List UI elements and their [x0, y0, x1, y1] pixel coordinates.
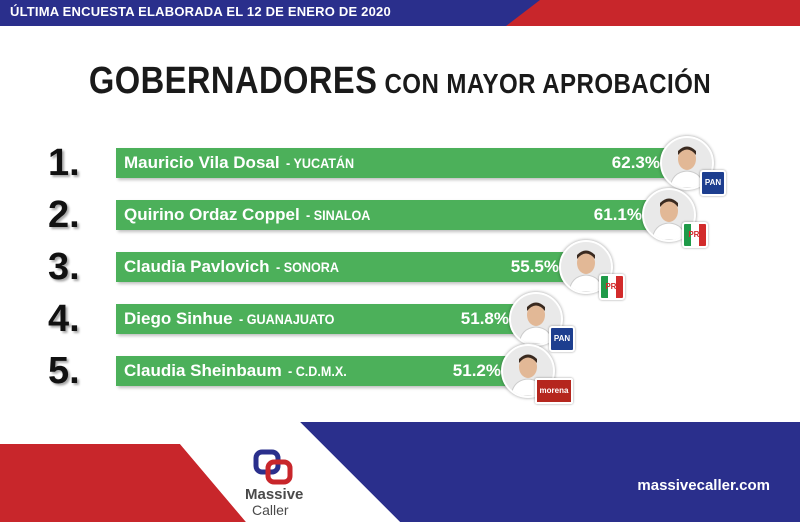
- brand-word-massive: Massive: [245, 486, 304, 503]
- rank-number: 2.: [48, 194, 80, 236]
- approval-bar: Quirino Ordaz Coppel - SINALOA 61.1%: [116, 200, 652, 230]
- governor-name: Mauricio Vila Dosal: [124, 153, 280, 172]
- approval-bar: Diego Sinhue - GUANAJUATO 51.8%: [116, 304, 519, 334]
- title-part-1: GOBERNADORES: [88, 60, 378, 102]
- state-label: - C.D.M.X.: [288, 363, 347, 379]
- survey-date-banner: ÚLTIMA ENCUESTA ELABORADA EL 12 DE ENERO…: [10, 4, 391, 19]
- state-label: - SONORA: [276, 259, 339, 275]
- governor-name: Diego Sinhue: [124, 309, 233, 328]
- approval-value-label: 51.8%: [460, 309, 509, 328]
- governor-name: Claudia Sheinbaum: [124, 361, 282, 380]
- approval-value-label: 55.5%: [510, 257, 559, 276]
- top-banner-navy: [0, 0, 540, 26]
- title-part-2: CON MAYOR APROBACIÓN: [377, 68, 712, 99]
- morena-logo-icon: morena: [535, 378, 573, 404]
- approval-value-label: 61.1%: [593, 205, 642, 224]
- massive-caller-logo-icon: [253, 449, 293, 485]
- approval-value-label: 51.2%: [452, 361, 501, 380]
- approval-bar: Claudia Pavlovich - SONORA 55.5%: [116, 252, 569, 282]
- governor-name: Quirino Ordaz Coppel: [124, 205, 300, 224]
- pri-logo-icon: PRI: [599, 274, 625, 300]
- website-link[interactable]: massivecaller.com: [637, 477, 770, 494]
- page-title: GOBERNADORES CON MAYOR APROBACIÓN: [56, 60, 744, 103]
- pan-logo-icon: PAN: [549, 326, 575, 352]
- rank-number: 1.: [48, 142, 80, 184]
- state-label: - YUCATÁN: [286, 155, 355, 171]
- rank-number: 4.: [48, 298, 80, 340]
- rank-number: 5.: [48, 350, 80, 392]
- rank-number: 3.: [48, 246, 80, 288]
- approval-value-label: 62.3%: [611, 153, 660, 172]
- party-label: PRI: [688, 230, 702, 239]
- state-label: - GUANAJUATO: [239, 311, 335, 327]
- approval-bar: Mauricio Vila Dosal - YUCATÁN 62.3%: [116, 148, 670, 178]
- state-label: - SINALOA: [306, 207, 371, 223]
- party-label: PRI: [605, 282, 619, 291]
- pan-logo-icon: PAN: [700, 170, 726, 196]
- pri-logo-icon: PRI: [682, 222, 708, 248]
- brand-word-caller: Caller: [252, 502, 289, 518]
- governor-name: Claudia Pavlovich: [124, 257, 270, 276]
- approval-bar: Claudia Sheinbaum - C.D.M.X. 51.2%: [116, 356, 511, 386]
